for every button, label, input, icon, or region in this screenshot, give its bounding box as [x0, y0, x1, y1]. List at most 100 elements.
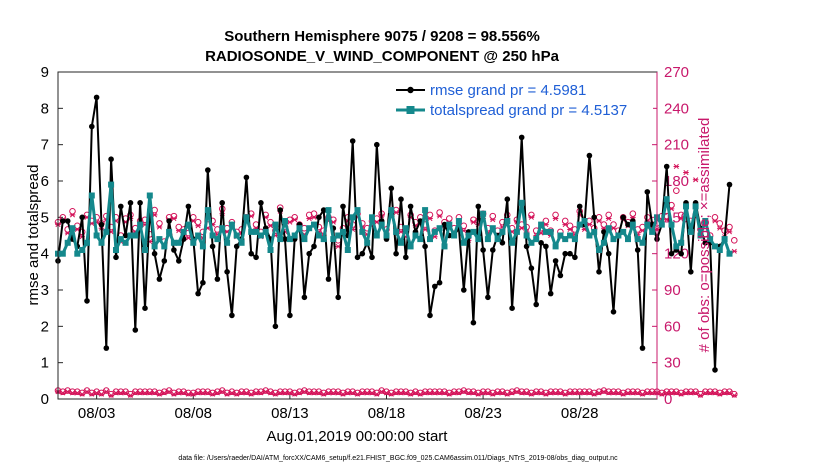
obs-bottom-possible-marker — [706, 388, 714, 396]
spread-point — [625, 236, 631, 243]
obs-bottom-assimilated-marker — [417, 391, 424, 397]
obs-bottom-assimilated-marker — [69, 390, 76, 396]
x-tick-label: 08/08 — [174, 405, 212, 422]
obs-possible-marker — [730, 237, 738, 244]
obs-bottom-assimilated-marker — [581, 390, 588, 396]
rmse-point — [398, 196, 404, 202]
rmse-point — [393, 250, 399, 257]
obs-bottom-assimilated-marker — [707, 390, 713, 396]
obs-bottom-possible-marker — [557, 388, 564, 396]
y2-tick-label: 210 — [664, 137, 689, 154]
x-tick-label: 08/18 — [368, 405, 406, 422]
obs-bottom-possible-marker — [276, 388, 284, 396]
spread-point — [296, 225, 303, 232]
obs-bottom-assimilated-marker — [697, 392, 704, 398]
spread-point — [668, 221, 675, 228]
rmse-point — [523, 243, 530, 250]
obs-bottom-assimilated-marker — [460, 389, 467, 395]
spread-point — [306, 225, 313, 232]
obs-bottom-assimilated-marker — [688, 390, 694, 396]
spread-point — [122, 239, 129, 246]
obs-bottom-assimilated-marker — [591, 391, 598, 397]
obs-bottom-assimilated-marker — [644, 390, 651, 396]
obs-bottom-possible-marker — [349, 388, 356, 396]
spread-point — [199, 243, 206, 250]
rmse-point — [359, 250, 366, 257]
spread-point — [484, 236, 491, 243]
spread-point — [591, 228, 598, 235]
obs-bottom-assimilated-marker — [354, 391, 361, 397]
spread-point — [412, 232, 419, 239]
obs-possible-marker — [542, 217, 550, 225]
y2-axis-label: # of obs: o=possible; ×=assimilated — [696, 118, 713, 353]
obs-bottom-assimilated-marker — [306, 390, 312, 396]
obs-assimilated-marker — [552, 215, 559, 222]
obs-bottom-possible-marker — [243, 388, 250, 396]
obs-bottom-assimilated-marker — [335, 390, 341, 396]
spread-point — [567, 232, 573, 239]
obs-assimilated-marker — [712, 218, 718, 224]
spread-point — [151, 243, 158, 250]
spread-point — [209, 232, 216, 239]
spread-point — [291, 232, 298, 239]
spread-point — [325, 207, 332, 214]
obs-bottom-possible-marker — [368, 388, 376, 396]
obs-bottom-assimilated-marker — [238, 390, 245, 396]
rmse-point — [407, 203, 414, 210]
obs-bottom-possible-marker — [687, 388, 695, 396]
obs-bottom-assimilated-marker — [731, 392, 738, 398]
obs-assimilated-marker — [683, 169, 689, 176]
spread-point — [282, 218, 288, 224]
y-tick-label: 0 — [41, 391, 49, 408]
spread-point — [315, 232, 322, 239]
spread-point — [103, 228, 110, 235]
rmse-point — [113, 254, 119, 261]
rmse-point — [320, 207, 327, 213]
rmse-point — [229, 312, 235, 319]
spread-point — [557, 232, 564, 239]
obs-bottom-assimilated-marker — [572, 390, 578, 396]
rmse-point — [369, 254, 375, 261]
spread-point — [219, 225, 226, 232]
obs-bottom-possible-marker — [552, 388, 559, 396]
obs-bottom-assimilated-marker — [325, 390, 332, 396]
rmse-point — [441, 221, 448, 228]
rmse-point — [171, 247, 177, 253]
spread-point — [267, 247, 274, 253]
rmse-point — [702, 240, 709, 246]
obs-bottom-possible-marker — [131, 388, 139, 396]
obs-bottom-possible-marker — [547, 388, 555, 396]
y2-tick-label: 30 — [664, 355, 681, 372]
rmse-point — [562, 250, 568, 257]
obs-bottom-possible-marker — [228, 388, 236, 396]
spread-point — [658, 221, 665, 228]
obs-bottom-assimilated-marker — [668, 390, 675, 396]
obs-bottom-possible-marker — [397, 388, 405, 396]
obs-bottom-possible-marker — [629, 388, 637, 396]
spread-point — [262, 228, 269, 235]
spread-point — [663, 196, 670, 203]
spread-point — [726, 250, 733, 257]
obs-bottom-assimilated-marker — [702, 390, 709, 396]
obs-assimilated-marker — [374, 219, 380, 225]
spread-point — [272, 221, 279, 228]
obs-bottom-assimilated-marker — [692, 390, 699, 396]
rmse-point — [287, 312, 293, 319]
spread-point — [629, 221, 636, 228]
obs-assimilated-marker — [673, 163, 680, 170]
spread-point — [547, 228, 554, 235]
obs-bottom-assimilated-marker — [127, 392, 134, 398]
obs-bottom-assimilated-marker — [625, 390, 631, 396]
obs-bottom-assimilated-marker — [393, 390, 399, 396]
obs-bottom-assimilated-marker — [156, 391, 163, 397]
spread-point — [620, 228, 627, 235]
y2-tick-label: 120 — [664, 246, 689, 263]
obs-assimilated-marker — [528, 214, 535, 220]
obs-bottom-assimilated-marker — [470, 390, 477, 396]
obs-bottom-assimilated-marker — [523, 390, 530, 396]
obs-bottom-assimilated-marker — [634, 390, 641, 396]
obs-bottom-possible-marker — [141, 388, 149, 396]
obs-bottom-assimilated-marker — [475, 391, 482, 397]
obs-bottom-assimilated-marker — [721, 390, 728, 396]
obs-bottom-possible-marker — [663, 388, 670, 396]
